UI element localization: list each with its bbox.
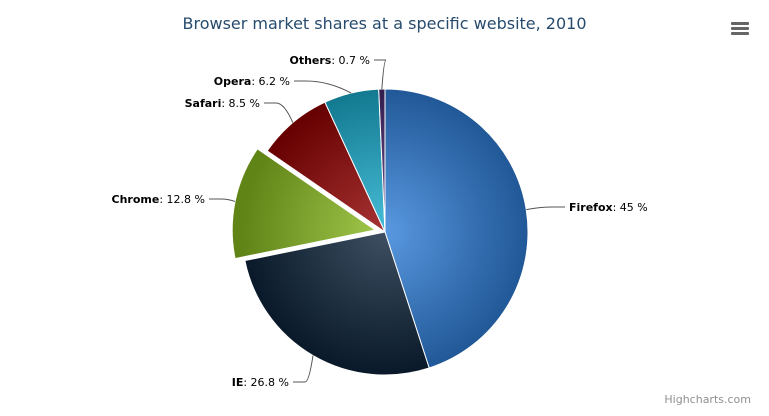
menu-line [731, 27, 749, 30]
credits-link[interactable]: Highcharts.com [664, 393, 751, 406]
pie-slice-ie[interactable] [244, 231, 430, 376]
hamburger-menu-icon [731, 22, 749, 25]
data-label-chrome: Chrome: 12.8 % [112, 193, 205, 206]
export-menu-button[interactable] [731, 22, 749, 38]
connector-firefox [526, 206, 565, 211]
connector-chrome [209, 198, 236, 202]
data-label-safari: Safari: 8.5 % [185, 97, 260, 110]
connector-others [374, 59, 387, 90]
connector-opera [294, 80, 352, 94]
connector-ie [293, 355, 314, 383]
data-label-firefox: Firefox: 45 % [569, 201, 648, 214]
data-label-ie: IE: 26.8 % [232, 376, 289, 389]
data-label-others: Others: 0.7 % [289, 54, 370, 67]
connector-safari [264, 102, 294, 123]
pie-slice-firefox[interactable] [384, 88, 529, 369]
menu-line [731, 32, 749, 35]
data-label-opera: Opera: 6.2 % [214, 75, 290, 88]
chart-title: Browser market shares at a specific webs… [182, 14, 587, 33]
